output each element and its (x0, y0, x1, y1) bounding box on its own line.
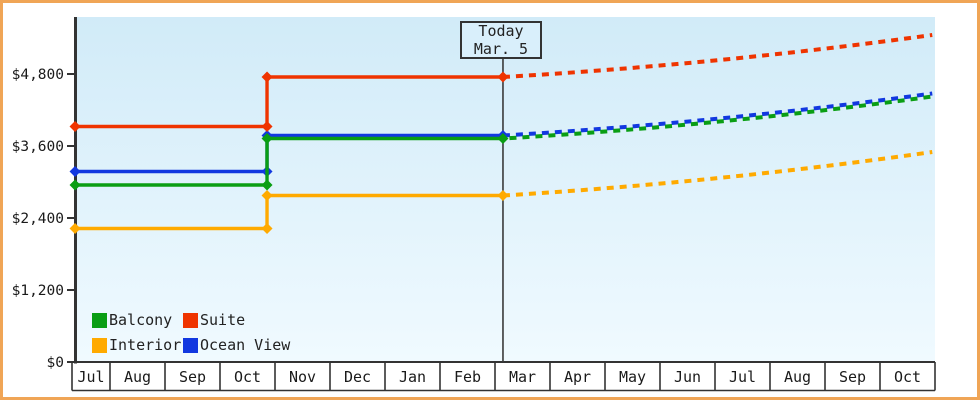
data-point-marker (497, 71, 509, 83)
x-axis-label: Feb (454, 368, 481, 386)
x-axis-label: Jun (674, 368, 701, 386)
today-marker-label: Today Mar. 5 (460, 21, 542, 59)
y-axis-label: $3,600 (12, 139, 64, 155)
data-point-marker (69, 179, 81, 191)
data-point-marker (261, 223, 273, 234)
series-interior-projected-line (502, 150, 933, 198)
y-axis-label: $0 (47, 355, 64, 371)
series-balcony-projected-line (502, 94, 933, 141)
data-point-marker (69, 223, 81, 234)
plot-background (77, 17, 935, 362)
interior-swatch-icon (92, 337, 107, 353)
data-point-marker (69, 121, 81, 132)
x-axis-label: May (619, 368, 646, 386)
x-axis-label: Oct (894, 368, 921, 386)
ocean-view-swatch-icon (183, 337, 198, 353)
legend-item-suite: Suite (183, 311, 290, 329)
x-axis-label: Nov (289, 368, 316, 386)
legend-item-interior: Interior (92, 336, 183, 354)
y-axis: $0 $1,200 $2,400 $3,600 $4,800 (12, 17, 77, 371)
legend-item-balcony: Balcony (92, 311, 183, 329)
price-chart-canvas: Jul Aug Sep Oct Nov Dec Jan Feb Mar Apr May Jun Jul A… (12, 17, 936, 392)
y-axis-label: $2,400 (12, 211, 64, 227)
legend-item-ocean-view: Ocean View (183, 336, 290, 354)
legend-label: Balcony (109, 311, 173, 329)
x-axis-label: Sep (839, 368, 866, 386)
x-axis: Jul Aug Sep Oct Nov Dec Jan Feb Mar Apr May Jun Jul A… (71, 361, 936, 392)
x-axis-label: Jul (729, 368, 756, 386)
x-axis-label: Jul (77, 368, 104, 386)
x-axis-label: Jan (399, 368, 426, 386)
series-interior-solid-line (75, 193, 503, 231)
data-point-marker (261, 71, 273, 83)
y-axis-label: $4,800 (12, 67, 64, 83)
x-axis-label: Apr (564, 368, 591, 386)
series-balcony (69, 94, 933, 191)
data-point-marker (261, 121, 273, 132)
series-interior (69, 150, 933, 234)
today-label-line2: Mar. 5 (473, 40, 529, 58)
data-point-marker (497, 133, 509, 144)
legend-label: Interior (109, 336, 182, 354)
series-ocean-view-projected-line (502, 91, 933, 138)
x-axis-label: Sep (179, 368, 206, 386)
x-axis-label: Mar (509, 368, 536, 386)
today-label-line1: Today (478, 22, 524, 40)
x-axis-label: Oct (234, 368, 261, 386)
suite-swatch-icon (183, 312, 198, 328)
x-axis-label: Aug (784, 368, 811, 386)
data-point-marker (261, 133, 273, 144)
legend-label: Ocean View (200, 336, 291, 354)
legend-label: Suite (200, 311, 246, 329)
y-axis-label: $1,200 (12, 283, 64, 299)
data-point-marker (497, 190, 509, 201)
legend: Balcony Suite Interior Ocean View (92, 311, 290, 354)
x-axis-label: Aug (124, 368, 151, 386)
series-suite-projected-line (502, 33, 933, 79)
series-balcony-solid-line (75, 136, 503, 187)
data-point-marker (69, 166, 81, 177)
data-point-marker (261, 190, 273, 201)
data-point-marker (261, 179, 273, 191)
series-suite-solid-line (75, 75, 503, 129)
x-axis-label: Dec (344, 368, 371, 386)
series-suite (69, 33, 933, 132)
balcony-swatch-icon (92, 312, 107, 328)
